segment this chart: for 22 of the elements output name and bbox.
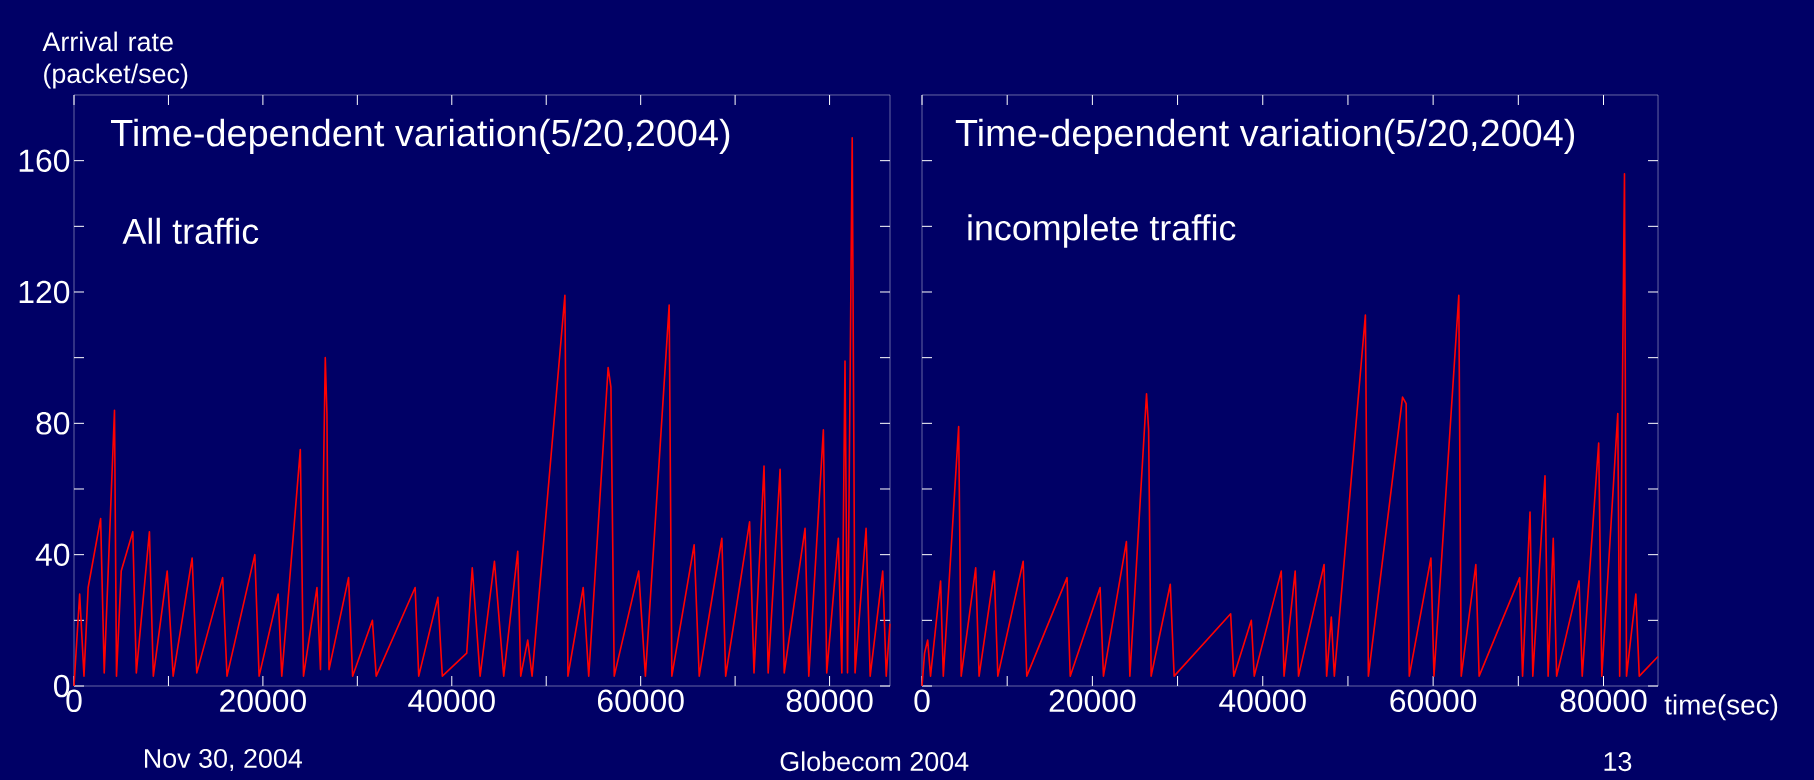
x-tick-label: 0 — [914, 689, 930, 713]
x-tick-label: 20000 — [1049, 689, 1136, 713]
x-tick-label: 80000 — [786, 689, 873, 713]
x-tick-label: 20000 — [220, 689, 306, 713]
x-tick-label: 60000 — [1390, 689, 1477, 713]
y-tick-label: 160 — [19, 149, 70, 172]
y-axis-title: Arrival rate (packet/sec) — [42, 31, 188, 89]
y-tick-label: 120 — [19, 280, 70, 304]
x-tick-label: 80000 — [1560, 689, 1647, 713]
x-axis-title: time(sec) — [1664, 694, 1778, 721]
text: Nov 30, 2004 — [145, 748, 302, 772]
x-tick-label: 40000 — [408, 689, 495, 713]
text: incomplete traffic — [968, 214, 1236, 248]
text: 13 — [1604, 752, 1632, 772]
x-tick-label: 60000 — [597, 689, 684, 713]
x-tick-label: 40000 — [1219, 689, 1306, 713]
y-tick-label: 80 — [36, 412, 70, 435]
text: All traffic — [122, 217, 259, 245]
text: Globecom 2004 — [780, 751, 969, 772]
y-tick-label: 40 — [35, 543, 70, 566]
text: Time-dependent variation(5/20,2004) — [955, 118, 1575, 154]
text: Time-dependent variation(5/20,2004) — [111, 118, 730, 154]
